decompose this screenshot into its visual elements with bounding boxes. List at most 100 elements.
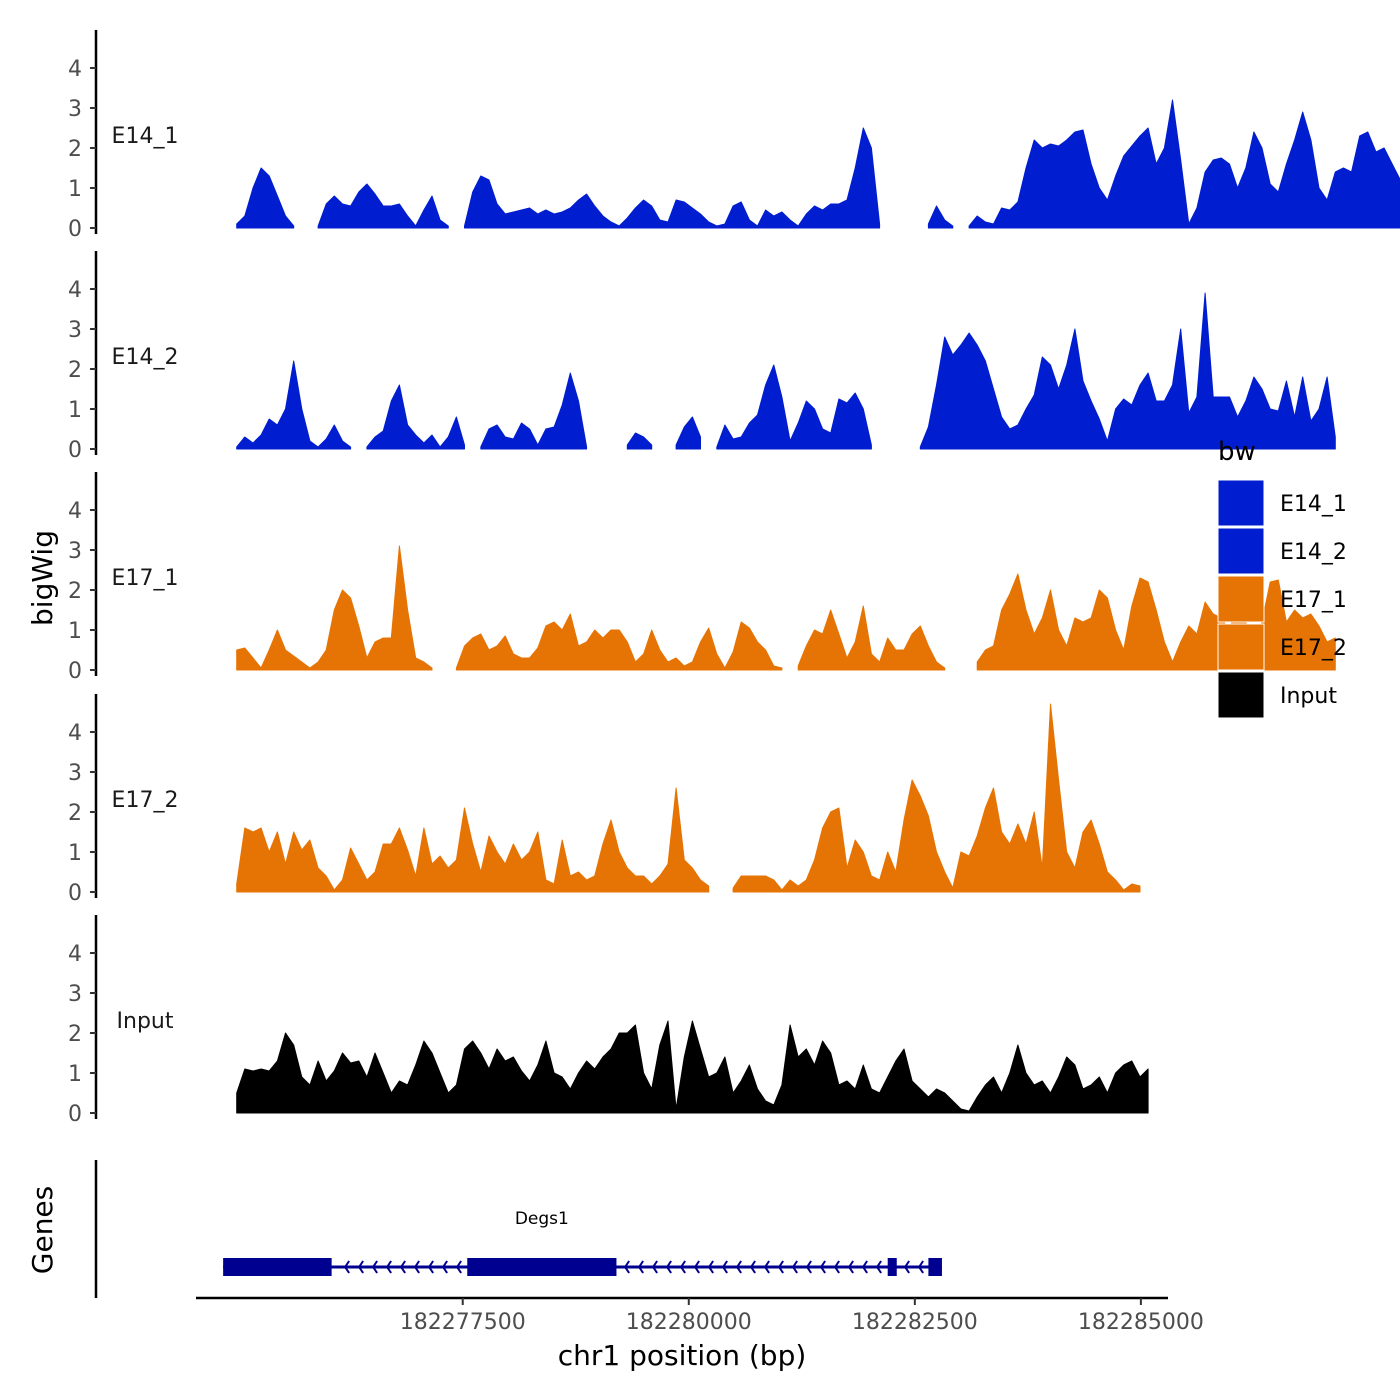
y-tick-label: 4 (68, 499, 82, 524)
signal-area-E14_2 (716, 364, 872, 450)
x-tick-label: 182280000 (626, 1310, 752, 1335)
signal-area-E14_1 (464, 127, 881, 229)
strand-arrow (791, 1260, 798, 1274)
track-E14_1: 0 1 2 3 4 E14_1 (68, 30, 1400, 242)
track-E14_2: 0 1 2 3 4 E14_2 (68, 251, 1336, 463)
y-tick-label: 2 (68, 579, 82, 604)
signal-area-E14_1 (317, 183, 449, 229)
strand-arrow (917, 1260, 924, 1274)
signal-area-E14_2 (675, 416, 701, 450)
signal-area-E17_2 (732, 703, 1141, 893)
y-tick-label: 2 (68, 1022, 82, 1047)
strand-arrow (721, 1260, 728, 1274)
strand-arrow (693, 1260, 700, 1274)
y-tick-label: 1 (68, 1062, 82, 1087)
y-tick-label: 0 (68, 659, 82, 684)
strand-arrow (763, 1260, 770, 1274)
y-tick-label: 3 (68, 97, 82, 122)
signal-area-E14_2 (626, 432, 653, 450)
strand-arrow (777, 1260, 784, 1274)
y-tick-label: 3 (68, 982, 82, 1007)
y-tick-label: 1 (68, 398, 82, 423)
signal-area-E14_1 (927, 205, 954, 229)
strand-arrow (441, 1260, 448, 1274)
y-tick-label: 2 (68, 801, 82, 826)
y-tick-label: 0 (68, 438, 82, 463)
gene-exon (887, 1258, 897, 1276)
track-label: E14_2 (112, 345, 179, 370)
y-tick-label: 3 (68, 318, 82, 343)
genes-track-title: Genes (26, 1186, 59, 1274)
gene-exon (467, 1258, 617, 1276)
strand-arrow (679, 1260, 686, 1274)
track-Input: 0 1 2 3 4 Input (68, 915, 1149, 1127)
legend-label-E17_2: E17_2 (1280, 636, 1347, 661)
legend-swatch-E17_2 (1217, 623, 1265, 671)
y-tick-label: 1 (68, 619, 82, 644)
x-axis: 182277500 182280000 182282500 182285000 (196, 1296, 1204, 1335)
signal-area-E17_1 (236, 545, 433, 671)
strand-arrow (371, 1260, 378, 1274)
signal-area-E17_1 (797, 605, 946, 671)
strand-arrow (875, 1260, 882, 1274)
y-tick-label: 0 (68, 881, 82, 906)
y-axis-title: bigWig (26, 530, 59, 626)
gene-exon (223, 1258, 332, 1276)
signal-area-Input (236, 1020, 1149, 1114)
y-tick-label: 3 (68, 761, 82, 786)
strand-arrow (833, 1260, 840, 1274)
y-tick-label: 4 (68, 57, 82, 82)
strand-arrow (385, 1260, 392, 1274)
strand-arrow (819, 1260, 826, 1274)
signal-area-E14_1 (968, 99, 1400, 229)
strand-arrow (399, 1260, 406, 1274)
legend-swatch-Input (1217, 671, 1265, 719)
legend-label-E14_2: E14_2 (1280, 540, 1347, 565)
y-tick-label: 4 (68, 721, 82, 746)
y-tick-label: 4 (68, 278, 82, 303)
strand-arrow (357, 1260, 364, 1274)
legend-swatch-E14_1 (1217, 479, 1265, 527)
signal-area-E14_1 (236, 167, 295, 229)
strand-arrow (455, 1260, 462, 1274)
y-tick-label: 0 (68, 1102, 82, 1127)
strand-arrow (707, 1260, 714, 1274)
y-tick-label: 2 (68, 137, 82, 162)
strand-arrow (847, 1260, 854, 1274)
gene-name-label: Degs1 (515, 1209, 569, 1229)
track-label: Input (117, 1009, 174, 1034)
x-tick-label: 182285000 (1078, 1310, 1204, 1335)
strand-arrow (623, 1260, 630, 1274)
genes-track: Degs1 (94, 1160, 942, 1298)
strand-arrow (413, 1260, 420, 1274)
legend-label-E14_1: E14_1 (1280, 492, 1347, 517)
y-tick-label: 3 (68, 539, 82, 564)
gene-Degs1: Degs1 (223, 1209, 942, 1276)
strand-arrow (343, 1260, 350, 1274)
x-axis-title: chr1 position (bp) (558, 1339, 807, 1372)
y-tick-label: 1 (68, 177, 82, 202)
strand-arrow (637, 1260, 644, 1274)
y-tick-label: 0 (68, 217, 82, 242)
track-E17_1: 0 1 2 3 4 E17_1 (68, 472, 1336, 684)
signal-area-E14_2 (366, 384, 465, 450)
signal-area-E14_2 (236, 360, 352, 450)
legend-swatch-E14_2 (1217, 527, 1265, 575)
signal-area-E17_1 (455, 613, 783, 671)
y-tick-label: 2 (68, 358, 82, 383)
legend-swatch-E17_1 (1217, 575, 1265, 623)
legend: bw E14_1 E14_2 E17_1 E17_2 Input (1217, 437, 1347, 719)
legend-title: bw (1218, 437, 1256, 467)
y-tick-label: 1 (68, 841, 82, 866)
strand-arrow (749, 1260, 756, 1274)
x-tick-label: 182277500 (400, 1310, 526, 1335)
track-E17_2: 0 1 2 3 4 E17_2 (68, 694, 1141, 906)
strand-arrow (665, 1260, 672, 1274)
legend-label-Input: Input (1280, 684, 1337, 709)
track-label: E17_1 (112, 566, 179, 591)
strand-arrow (427, 1260, 434, 1274)
strand-arrow (735, 1260, 742, 1274)
y-tick-label: 4 (68, 942, 82, 967)
signal-area-E14_2 (919, 292, 1336, 450)
